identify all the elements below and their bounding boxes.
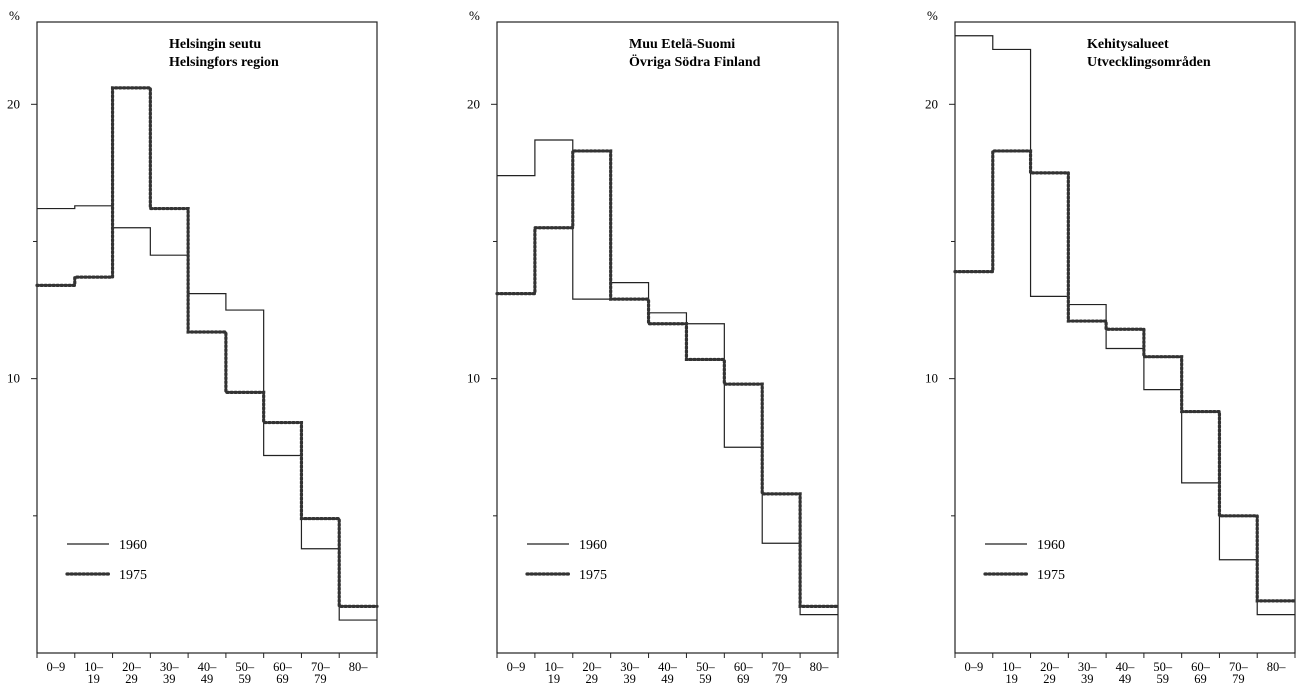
x-tick-label: 49	[1119, 672, 1132, 686]
y-tick-label: 10	[925, 371, 938, 386]
chart-panel-2: % 10 20 0–9 10–19 20–29 30–39 40–49 50–59 60–69 70…	[467, 8, 840, 686]
x-tick-label: 60–	[273, 660, 293, 674]
legend-label-1975: 1975	[119, 568, 147, 583]
chart-title-line: Helsingin seutu	[169, 37, 261, 52]
x-tick-label: 10–	[544, 660, 564, 674]
x-tick-label: 60–	[734, 660, 754, 674]
x-tick-label: 69	[1194, 672, 1207, 686]
x-tick-label: 39	[1081, 672, 1094, 686]
x-tick-label: 49	[201, 672, 214, 686]
x-tick-label: 59	[239, 672, 252, 686]
x-tick-label: 80–	[349, 660, 369, 674]
x-tick-label: 69	[276, 672, 289, 686]
x-tick-label: 30–	[160, 660, 180, 674]
x-tick-label: 40–	[658, 660, 678, 674]
series-line-1975-base	[37, 87, 377, 607]
x-tick-label: 40–	[1116, 660, 1136, 674]
x-tick-label: 70–	[311, 660, 331, 674]
y-tick-label: 20	[467, 96, 480, 111]
x-tick-label: 69	[737, 672, 750, 686]
chart-title-line: Utvecklingsområden	[1087, 55, 1211, 70]
series-line-1975	[953, 149, 1297, 603]
plot-frame	[36, 21, 378, 654]
series-line-1975-base	[955, 150, 1295, 602]
y-axis-unit-label: %	[927, 8, 938, 23]
y-tick-label: 20	[7, 96, 20, 111]
legend-label-1975: 1975	[1037, 568, 1065, 583]
x-tick-label: 10–	[84, 660, 104, 674]
x-tick-label: 19	[1005, 672, 1018, 686]
plot-frame	[496, 21, 839, 654]
x-tick-label: 70–	[1229, 660, 1249, 674]
legend-label-1960: 1960	[1037, 538, 1065, 553]
chart-title-line: Helsingfors region	[169, 55, 279, 70]
x-tick-label: 29	[125, 672, 138, 686]
plot-frame	[954, 21, 1296, 654]
x-tick-label: 80–	[1267, 660, 1287, 674]
x-tick-label: 29	[585, 672, 598, 686]
x-tick-label: 20–	[1040, 660, 1060, 674]
x-tick-label: 20–	[122, 660, 142, 674]
x-tick-label: 79	[775, 672, 788, 686]
x-tick-label: 49	[661, 672, 674, 686]
x-tick-label: 30–	[620, 660, 640, 674]
y-tick-label: 10	[7, 371, 20, 386]
x-tick-label: 20–	[582, 660, 602, 674]
x-tick-label: 50–	[1153, 660, 1173, 674]
x-tick-label: 19	[548, 672, 561, 686]
x-tick-label: 40–	[198, 660, 218, 674]
x-tick-label: 39	[163, 672, 176, 686]
x-tick-label: 79	[314, 672, 327, 686]
y-tick-label: 10	[467, 371, 480, 386]
x-tick-label: 70–	[772, 660, 792, 674]
chart-panel-1: % 10 20 0–9 10–19 20–29 30–39 40–49 50–59 60–69 70…	[7, 8, 379, 686]
x-tick-label: 50–	[696, 660, 716, 674]
legend-label-1960: 1960	[119, 538, 147, 553]
series-line-1975	[495, 149, 840, 608]
x-tick-label: 0–9	[507, 660, 526, 674]
legend-label-1975: 1975	[579, 568, 607, 583]
y-axis-unit-label: %	[469, 8, 480, 23]
chart-title-line: Övriga Södra Finland	[629, 53, 761, 70]
y-axis-unit-label: %	[9, 8, 20, 23]
series-line-1960	[955, 35, 1295, 616]
x-tick-label: 59	[1157, 672, 1170, 686]
x-tick-label: 50–	[235, 660, 255, 674]
x-tick-label: 60–	[1191, 660, 1211, 674]
chart-title-line: Kehitysalueet	[1087, 37, 1169, 52]
chart-panel-3: % 10 20 0–9 10–19 20–29 30–39 40–49 50–59 60–69 70…	[925, 8, 1297, 686]
x-tick-label: 0–9	[47, 660, 66, 674]
series-line-1975-base	[497, 150, 838, 607]
x-tick-label: 39	[623, 672, 636, 686]
x-tick-label: 19	[87, 672, 100, 686]
series-line-1960	[497, 139, 838, 616]
series-line-1960	[37, 205, 377, 621]
x-tick-label: 30–	[1078, 660, 1098, 674]
x-tick-label: 80–	[810, 660, 830, 674]
x-tick-label: 79	[1232, 672, 1245, 686]
series-line-1975	[35, 86, 379, 608]
x-tick-label: 29	[1043, 672, 1056, 686]
x-tick-label: 59	[699, 672, 712, 686]
x-tick-label: 0–9	[965, 660, 984, 674]
y-tick-label: 20	[925, 96, 938, 111]
x-tick-label: 10–	[1002, 660, 1022, 674]
chart-title-line: Muu Etelä-Suomi	[629, 37, 735, 52]
legend-label-1960: 1960	[579, 538, 607, 553]
